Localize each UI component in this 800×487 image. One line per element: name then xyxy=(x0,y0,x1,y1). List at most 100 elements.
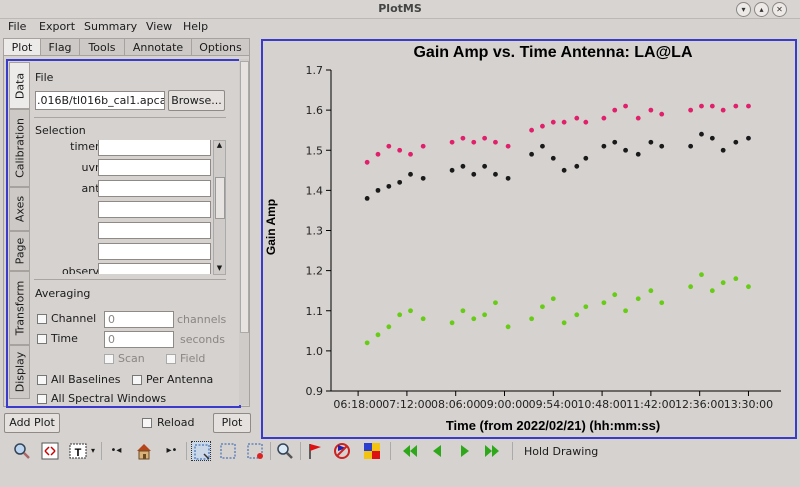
first-page-icon[interactable] xyxy=(400,441,420,461)
tab-options[interactable]: Options xyxy=(191,38,250,56)
all-spw-checkbox[interactable] xyxy=(37,394,47,404)
selection-scrollbar[interactable]: ▲ ▼ xyxy=(213,140,226,275)
x-tick-label: 09:54:00 xyxy=(529,398,578,411)
all-baselines-checkbox[interactable] xyxy=(37,375,47,385)
vtab-data[interactable]: Data xyxy=(9,62,30,109)
time-checkbox[interactable] xyxy=(37,334,47,344)
menu-summary[interactable]: Summary xyxy=(84,20,138,33)
data-point xyxy=(699,272,704,278)
prev-icon[interactable]: •◂ xyxy=(110,445,122,456)
tab-tools[interactable]: Tools xyxy=(79,38,125,56)
data-point xyxy=(364,196,370,201)
file-input[interactable]: .016B/tl016b_cal1.apcal xyxy=(35,91,165,110)
y-tick-label: 1.4 xyxy=(306,184,324,197)
add-plot-button[interactable]: Add Plot xyxy=(4,413,60,433)
scan-avg-checkbox[interactable] xyxy=(104,354,114,364)
last-page-icon[interactable] xyxy=(482,441,502,461)
data-point xyxy=(364,159,370,165)
fit-icon[interactable] xyxy=(40,441,60,461)
dropdown-icon[interactable]: ▾ xyxy=(90,446,95,455)
vtab-axes[interactable]: Axes xyxy=(9,187,30,231)
select-region-icon[interactable] xyxy=(191,441,211,461)
plot-button[interactable]: Plot xyxy=(213,413,251,433)
vtab-calibration[interactable]: Calibration xyxy=(9,109,30,187)
data-point xyxy=(733,103,739,109)
reload-checkbox[interactable] xyxy=(142,418,152,428)
array-input[interactable] xyxy=(98,243,211,260)
antenna-input[interactable] xyxy=(98,180,211,197)
corr-input[interactable] xyxy=(98,222,211,239)
minimize-icon[interactable]: ▾ xyxy=(736,2,751,17)
toolbar-separator xyxy=(186,442,187,460)
tab-flag[interactable]: Flag xyxy=(40,38,80,56)
maximize-icon[interactable]: ▴ xyxy=(754,2,769,17)
scan-input[interactable] xyxy=(98,201,211,218)
observation-label: observation xyxy=(61,265,127,274)
toolbar-separator xyxy=(300,442,301,460)
panel-scrollbar[interactable] xyxy=(239,59,249,405)
data-point xyxy=(720,147,726,153)
browse-button[interactable]: Browse... xyxy=(168,90,225,111)
menu-bar: File Export Summary View Help xyxy=(0,18,800,36)
data-point xyxy=(659,300,665,306)
data-point xyxy=(408,308,413,314)
locate-icon[interactable] xyxy=(275,441,295,461)
hold-drawing-label[interactable]: Hold Drawing xyxy=(524,445,599,458)
data-point xyxy=(623,103,628,109)
scroll-down-icon[interactable]: ▼ xyxy=(216,264,223,272)
menu-export[interactable]: Export xyxy=(39,20,76,33)
channel-input[interactable]: 0 xyxy=(104,311,174,328)
home-icon[interactable] xyxy=(134,441,154,461)
data-point xyxy=(364,340,370,346)
vtab-transform[interactable]: Transform xyxy=(9,271,30,345)
scroll-thumb[interactable] xyxy=(215,177,225,219)
data-point xyxy=(648,288,654,294)
per-antenna-checkbox[interactable] xyxy=(132,375,142,385)
data-point xyxy=(529,127,535,133)
scan-avg-label: Scan xyxy=(118,352,145,365)
tab-annotate[interactable]: Annotate xyxy=(124,38,192,56)
data-point xyxy=(601,143,607,149)
channel-unit: channels xyxy=(177,313,227,326)
next-page-icon[interactable] xyxy=(455,441,475,461)
data-point xyxy=(635,151,641,157)
observation-input[interactable] xyxy=(98,263,211,274)
uvrange-input[interactable] xyxy=(98,159,211,176)
data-point xyxy=(574,312,580,318)
x-tick-label: 06:18:00 xyxy=(333,398,382,411)
vtab-page[interactable]: Page xyxy=(9,231,30,271)
data-point xyxy=(386,183,392,189)
data-point xyxy=(648,107,654,113)
menu-file[interactable]: File xyxy=(8,20,27,33)
data-point xyxy=(460,135,466,141)
data-point xyxy=(688,143,694,149)
select-box-icon[interactable] xyxy=(218,441,238,461)
text-annotate-icon[interactable]: T xyxy=(68,441,88,461)
deselect-icon[interactable] xyxy=(245,441,265,461)
flag-extend-icon[interactable] xyxy=(362,441,382,461)
data-point xyxy=(709,135,715,141)
data-point xyxy=(529,151,535,157)
prev-page-icon[interactable] xyxy=(427,441,447,461)
data-point xyxy=(505,143,511,149)
menu-view[interactable]: View xyxy=(146,20,173,33)
close-icon[interactable]: ✕ xyxy=(772,2,787,17)
panel-scroll-thumb[interactable] xyxy=(240,61,249,333)
zoom-icon[interactable] xyxy=(12,441,32,461)
field-avg-checkbox[interactable] xyxy=(166,354,176,364)
plot-canvas-frame[interactable]: Gain Amp vs. Time Antenna: LA@LA Time (f… xyxy=(261,39,797,439)
next-icon[interactable]: ▸• xyxy=(166,445,178,456)
vtab-display[interactable]: Display xyxy=(9,345,30,399)
timerange-input[interactable] xyxy=(98,140,211,156)
data-point xyxy=(583,155,589,161)
flag-icon[interactable] xyxy=(305,441,325,461)
data-point xyxy=(709,103,715,109)
y-tick-label: 1.0 xyxy=(306,345,324,358)
menu-help[interactable]: Help xyxy=(183,20,209,33)
scatter-plot[interactable]: Gain Amp vs. Time Antenna: LA@LA Time (f… xyxy=(263,41,795,437)
unflag-icon[interactable] xyxy=(332,441,352,461)
reload-label: Reload xyxy=(157,416,195,429)
scroll-up-icon[interactable]: ▲ xyxy=(216,141,223,149)
time-input[interactable]: 0 xyxy=(104,331,174,348)
channel-checkbox[interactable] xyxy=(37,314,47,324)
